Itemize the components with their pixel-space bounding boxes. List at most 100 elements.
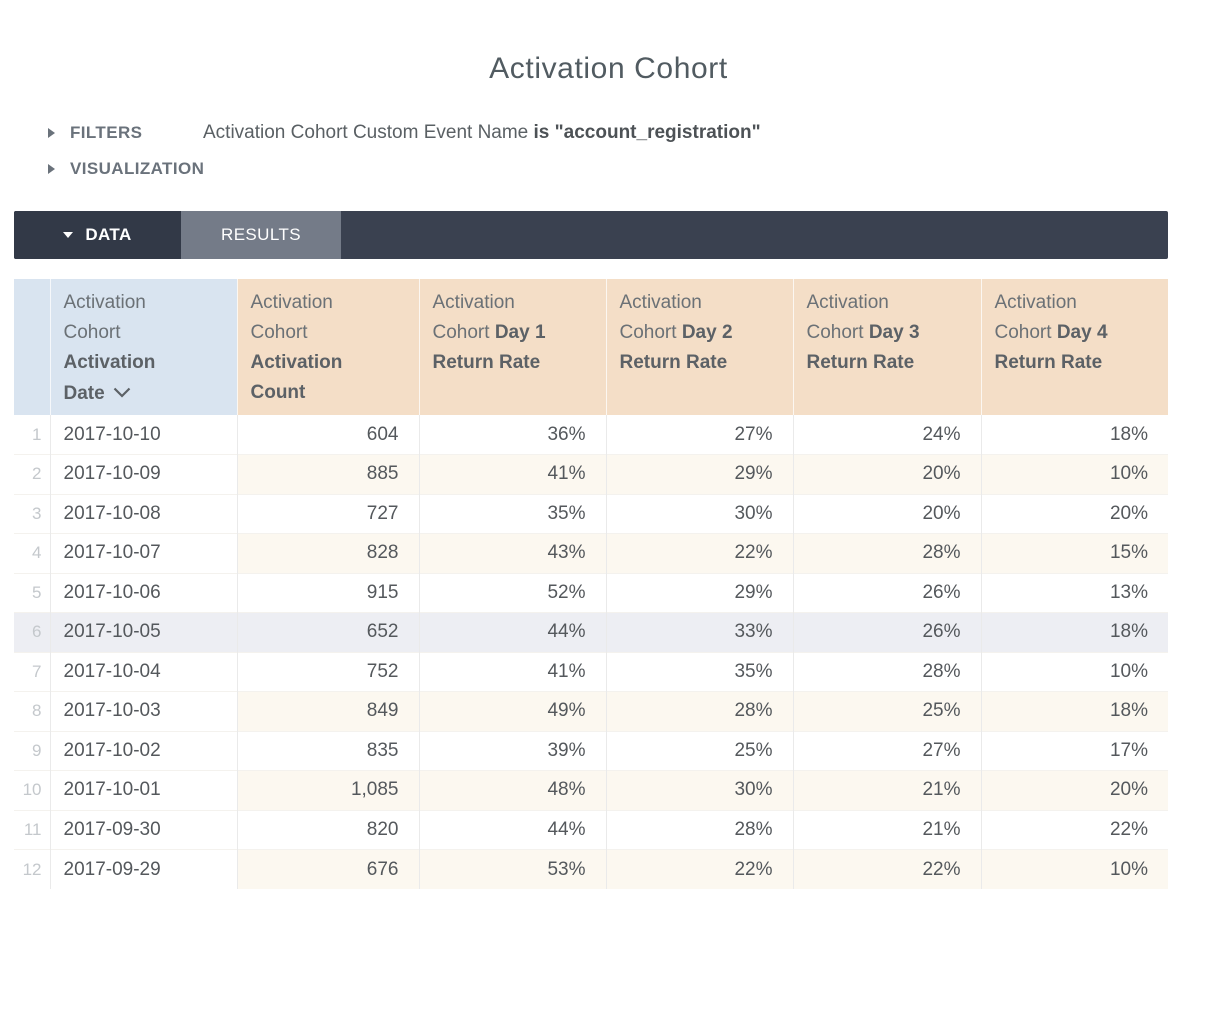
cell-day-4-return-rate: 20% [980,770,1168,810]
column-header-day-4-return-rate[interactable]: Activation Cohort Day 4 Return Rate [980,279,1168,415]
table-row[interactable]: 9 2017-10-02 835 39% 25% 27% 17% [14,730,1168,771]
table-row[interactable]: 8 2017-10-03 849 49% 28% 25% 18% [14,691,1168,731]
table-row[interactable]: 5 2017-10-06 915 52% 29% 26% 13% [14,572,1168,613]
cell-activation-date: 2017-10-07 [49,533,237,573]
data-table: Activation Cohort Activation Date Activation… [14,279,1168,889]
cell-activation-date: 2017-10-06 [49,572,237,613]
cell-day-3-return-rate: 26% [792,572,981,613]
row-number: 12 [14,849,50,889]
table-row[interactable]: 11 2017-09-30 820 44% 28% 21% 22% [14,809,1168,850]
cell-day-1-return-rate: 43% [418,533,606,573]
caret-down-icon [63,232,74,238]
cell-day-2-return-rate: 35% [605,651,793,692]
header-text: Return Rate [806,352,915,373]
column-header-activation-date[interactable]: Activation Cohort Activation Date [49,279,237,415]
cell-day-1-return-rate: 44% [418,809,606,850]
table-row[interactable]: 4 2017-10-07 828 43% 22% 28% 15% [14,533,1168,573]
cell-activation-count: 828 [236,533,419,573]
cell-day-3-return-rate: 21% [792,770,981,810]
cell-activation-date: 2017-09-29 [49,849,237,889]
header-text: Cohort [250,322,308,343]
cell-day-4-return-rate: 10% [980,849,1168,889]
cell-activation-date: 2017-10-09 [49,454,237,494]
header-text: Activation [994,292,1077,313]
header-text: Count [250,382,306,403]
cell-day-2-return-rate: 28% [605,691,793,731]
header-text: Cohort [994,322,1057,343]
tab-data-label: DATA [85,225,132,244]
cell-day-1-return-rate: 39% [418,730,606,771]
header-text: Day 1 [494,322,546,343]
header-text: Return Rate [432,352,541,373]
cell-activation-count: 915 [236,572,419,613]
column-header-day-1-return-rate[interactable]: Activation Cohort Day 1 Return Rate [418,279,606,415]
column-header-day-2-return-rate[interactable]: Activation Cohort Day 2 Return Rate [605,279,793,415]
header-text: Cohort [806,322,869,343]
cell-day-3-return-rate: 26% [792,612,981,652]
header-text: Cohort [63,322,121,343]
header-text: Return Rate [994,352,1103,373]
cell-day-2-return-rate: 33% [605,612,793,652]
column-header-day-3-return-rate[interactable]: Activation Cohort Day 3 Return Rate [792,279,981,415]
tab-results-label: RESULTS [221,225,301,244]
results-tab-bar: DATA RESULTS [14,211,1168,259]
table-row[interactable]: 6 2017-10-05 652 44% 33% 26% 18% [14,612,1168,652]
row-number: 1 [32,424,42,444]
filters-toggle[interactable]: FILTERS [48,123,203,143]
cell-day-1-return-rate: 49% [418,691,606,731]
cell-day-1-return-rate: 41% [418,651,606,692]
cell-activation-date: 2017-09-30 [49,809,237,850]
table-row[interactable]: 12 2017-09-29 676 53% 22% 22% 10% [14,849,1168,889]
cell-activation-count: 835 [236,730,419,771]
cell-day-1-return-rate: 44% [418,612,606,652]
cell-day-3-return-rate: 22% [792,849,981,889]
cell-day-3-return-rate: 25% [792,691,981,731]
row-number: 3 [14,493,50,534]
visualization-toggle[interactable]: VISUALIZATION [48,159,204,179]
cell-day-2-return-rate: 22% [605,849,793,889]
cell-activation-count: 676 [236,849,419,889]
row-number: 4 [14,533,50,573]
cell-day-3-return-rate: 24% [792,415,981,455]
table-row[interactable]: 3 2017-10-08 727 35% 30% 20% 20% [14,493,1168,534]
cell-day-4-return-rate: 17% [980,730,1168,771]
header-text: Activation [63,352,156,373]
query-controls: FILTERS Activation Cohort Custom Event N… [48,122,1217,179]
cell-day-1-return-rate: 36% [418,415,606,455]
cell-day-2-return-rate: 28% [605,809,793,850]
cell-day-1-return-rate: 53% [418,849,606,889]
data-table-container: Activation Cohort Activation Date Activation… [14,279,1168,889]
cell-activation-date: 2017-10-10 [49,415,237,455]
cell-activation-date: 2017-10-02 [49,730,237,771]
cell-day-1-return-rate: 48% [418,770,606,810]
cell-activation-date: 2017-10-03 [49,691,237,731]
tab-results[interactable]: RESULTS [181,211,341,259]
chevron-down-icon [113,378,131,408]
caret-right-icon [48,128,55,138]
header-text: Day 3 [868,322,920,343]
table-row[interactable]: 2 2017-10-09 885 41% 29% 20% 10% [14,454,1168,494]
tab-data[interactable]: DATA [14,211,181,259]
table-row[interactable]: 1 2017-10-10 604 36% 27% 24% 18% [14,415,1168,455]
column-header-activation-count[interactable]: Activation Cohort Activation Count [236,279,419,415]
cell-day-4-return-rate: 10% [980,454,1168,494]
cell-activation-date: 2017-10-08 [49,493,237,534]
filters-label: FILTERS [70,123,143,142]
cell-activation-count: 820 [236,809,419,850]
cell-activation-count: 1,085 [236,770,419,810]
header-text: Activation [432,292,515,313]
header-text: Activation [63,292,146,313]
cell-activation-count: 652 [236,612,419,652]
table-row[interactable]: 10 2017-10-01 1,085 48% 30% 21% 20% [14,770,1168,810]
visualization-label: VISUALIZATION [70,159,205,178]
header-text: Day 2 [681,322,733,343]
header-text: Date [63,383,105,404]
table-row[interactable]: 7 2017-10-04 752 41% 35% 28% 10% [14,651,1168,692]
filter-summary: Activation Cohort Custom Event Name is "… [203,122,761,144]
row-number: 5 [14,572,50,613]
caret-right-icon [48,164,55,174]
row-number: 9 [14,730,50,771]
cell-day-2-return-rate: 22% [605,533,793,573]
cell-day-4-return-rate: 15% [980,533,1168,573]
table-header-row: Activation Cohort Activation Date Activation… [14,279,1168,415]
